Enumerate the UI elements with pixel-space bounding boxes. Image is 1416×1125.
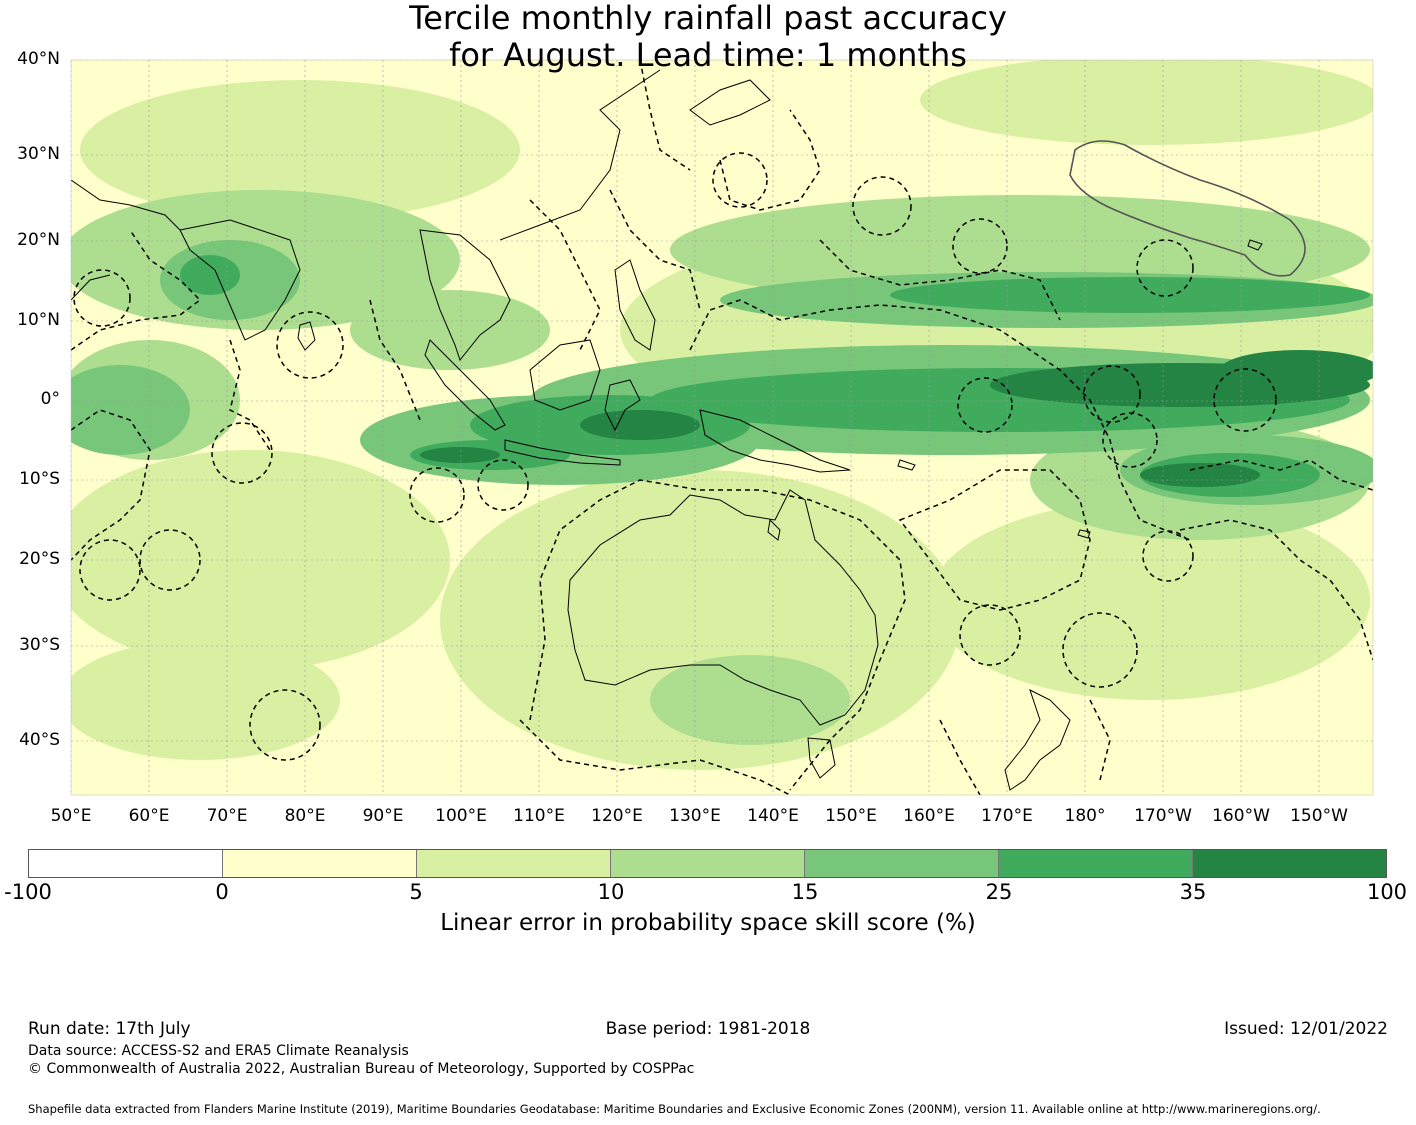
colorbar-tick: 0	[215, 880, 229, 904]
lon-label: 110°E	[513, 806, 565, 826]
skill-field	[71, 60, 1373, 770]
lon-label: 80°E	[284, 806, 326, 826]
lon-label: 130°E	[669, 806, 721, 826]
colorbar-tick: 15	[791, 880, 819, 904]
lon-label: 170°W	[1134, 806, 1192, 826]
map-frame	[70, 59, 1374, 796]
data-source: Data source: ACCESS-S2 and ERA5 Climate …	[28, 1043, 409, 1059]
run-date: Run date: 17th July	[28, 1019, 191, 1039]
map-title-line1: Tercile monthly rainfall past accuracy	[409, 0, 1007, 37]
colorbar-tick: 10	[597, 880, 625, 904]
lat-label: 30°S	[19, 635, 60, 655]
lon-label: 180°	[1064, 806, 1106, 826]
colorbar-tick: 25	[985, 880, 1013, 904]
eez-boundaries	[71, 60, 1373, 795]
colorbar	[28, 849, 1387, 878]
colorbar-segment	[223, 850, 417, 877]
lon-label: 150°W	[1290, 806, 1348, 826]
lat-label: 40°S	[19, 730, 60, 750]
map-title-line2: for August. Lead time: 1 months	[449, 36, 967, 74]
colorbar-segment	[1193, 850, 1386, 877]
colorbar-tick: -100	[4, 880, 52, 904]
colorbar-tick: 5	[409, 880, 423, 904]
lat-label: 10°N	[17, 310, 60, 330]
shapefile-credit: Shapefile data extracted from Flanders M…	[28, 1102, 1321, 1116]
lat-label: 10°S	[19, 469, 60, 489]
colorbar-segment	[611, 850, 805, 877]
colorbar-segment	[805, 850, 999, 877]
issued-date: Issued: 12/01/2022	[1224, 1019, 1388, 1039]
lon-label: 50°E	[50, 806, 92, 826]
base-period: Base period: 1981-2018	[605, 1019, 811, 1039]
lon-label: 90°E	[362, 806, 404, 826]
copyright: © Commonwealth of Australia 2022, Austra…	[28, 1061, 695, 1077]
lon-label: 140°E	[747, 806, 799, 826]
colorbar-segment	[999, 850, 1193, 877]
lon-label: 100°E	[435, 806, 487, 826]
lon-label: 120°E	[591, 806, 643, 826]
lon-label: 150°E	[825, 806, 877, 826]
lon-label: 160°W	[1212, 806, 1270, 826]
skill-score-map	[70, 59, 1374, 796]
colorbar-tick: 35	[1179, 880, 1207, 904]
lat-label: 20°S	[19, 549, 60, 569]
lat-label: 20°N	[17, 230, 60, 250]
graticule	[71, 60, 1373, 795]
lat-label: 0°	[40, 389, 60, 409]
lon-label: 160°E	[903, 806, 955, 826]
lat-label: 30°N	[17, 144, 60, 164]
colorbar-label: Linear error in probability space skill …	[440, 910, 976, 936]
marine-protected-area-outline	[1069, 140, 1306, 277]
colorbar-segment	[29, 850, 223, 877]
colorbar-tick: 100	[1366, 880, 1408, 904]
lon-label: 70°E	[206, 806, 248, 826]
lon-label: 60°E	[128, 806, 170, 826]
lon-label: 170°E	[981, 806, 1033, 826]
coastlines	[71, 69, 1263, 791]
colorbar-segment	[417, 850, 611, 877]
lat-label: 40°N	[17, 49, 60, 69]
